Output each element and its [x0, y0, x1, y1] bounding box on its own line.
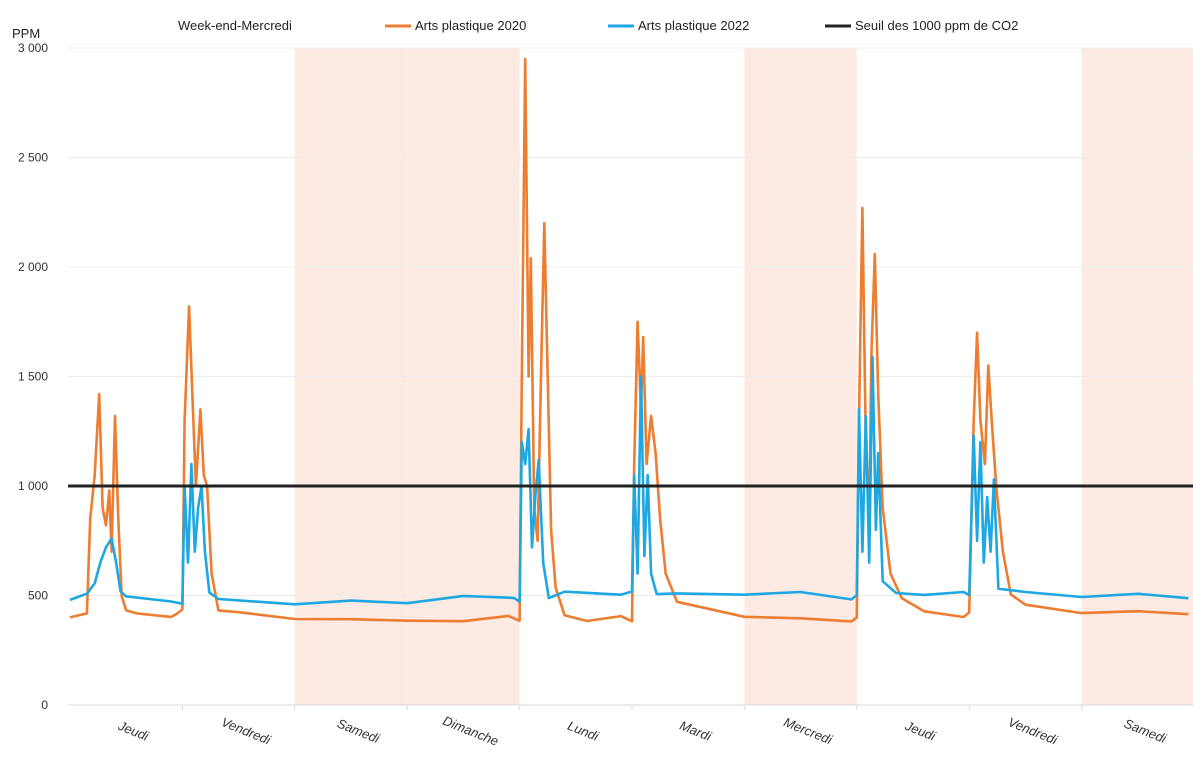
y-tick-label: 500: [28, 589, 48, 603]
y-tick-label: 2 500: [18, 151, 48, 165]
x-category-label: Vendredi: [219, 714, 273, 748]
series-line-arts-plastique-2022: [69, 355, 1189, 606]
series-line-arts-plastique-2020: [69, 57, 1189, 623]
x-category-label: Lundi: [566, 718, 602, 744]
legend-entry-label: Seuil des 1000 ppm de CO2: [855, 18, 1018, 33]
y-tick-label: 1 000: [18, 479, 48, 493]
x-category-label: Dimanche: [441, 713, 501, 749]
legend: Week-end-Mercredi Arts plastique 2020 Arts…: [178, 18, 1018, 33]
x-category-label: Jeudi: [902, 718, 938, 744]
x-category-label: Samedi: [1122, 716, 1170, 747]
legend-entry-label: Arts plastique 2020: [415, 18, 526, 33]
x-category-label: Mardi: [678, 718, 715, 745]
y-tick-label: 2 000: [18, 260, 48, 274]
gridlines: [68, 47, 1193, 596]
x-category-label: Samedi: [335, 716, 383, 747]
y-tick-label: 1 500: [18, 370, 48, 384]
x-category-label: Jeudi: [115, 718, 151, 744]
legend-entry-label: Week-end-Mercredi: [178, 18, 292, 33]
y-tick-label: 0: [41, 698, 48, 712]
x-category-label: Mercredi: [782, 714, 836, 747]
axes: 0 500 1 000 1 500 2 000 2 500 3 000 Jeudi Vendre…: [18, 41, 1193, 749]
x-category-label: Vendredi: [1006, 714, 1060, 748]
y-axis-label: PPM: [12, 26, 40, 41]
series-layer: [69, 57, 1189, 623]
y-tick-label: 3 000: [18, 41, 48, 55]
legend-entry-label: Arts plastique 2022: [638, 18, 749, 33]
